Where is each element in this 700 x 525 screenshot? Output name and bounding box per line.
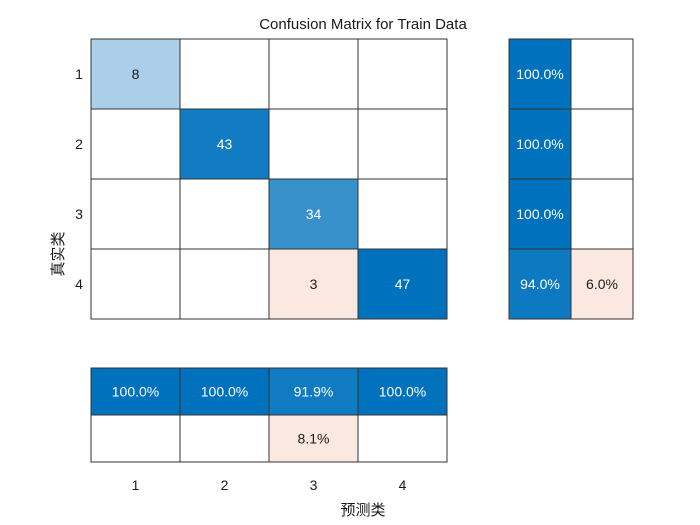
matrix-cell-r4-c2 [179,248,270,320]
chart-title: Confusion Matrix for Train Data [259,16,467,33]
matrix-cell-r2-c1 [90,108,181,180]
matrix-cell-r4-c3-value: 3 [310,276,318,292]
y-tick-label-4: 4 [75,276,83,292]
y-tick-label-2: 2 [75,136,83,152]
row-summary-r4-incorrect [570,248,634,320]
matrix-cell-r1-c1-value: 8 [132,66,140,82]
matrix-cell-r1-c4 [357,38,448,110]
matrix-cell-r2-c4 [357,108,448,180]
x-tick-label-4: 4 [399,477,407,493]
col-summary-c4-correct [357,367,448,416]
col-summary-c4-correct-value: 100.0% [379,384,426,400]
matrix-cell-r2-c2 [179,108,270,180]
row-summary-r4-correct [508,248,572,320]
row-summary-r3-correct [508,178,572,250]
col-summary-c4-incorrect [357,414,448,463]
x-axis-label: 预测类 [340,502,385,519]
col-summary-c2-correct-value: 100.0% [201,384,248,400]
row-summary-r3-incorrect [570,178,634,250]
row-summary-r4-correct-value: 94.0% [520,276,560,292]
x-tick-label-2: 2 [221,477,229,493]
matrix-cell-r3-c4 [357,178,448,250]
matrix-cell-r3-c3 [268,178,359,250]
col-summary-c1-incorrect [90,414,181,463]
matrix-cell-r4-c1 [90,248,181,320]
row-summary-r2-incorrect [570,108,634,180]
col-summary-c2-incorrect [179,414,270,463]
x-tick-label-3: 3 [310,477,318,493]
x-tick-label-1: 1 [132,477,140,493]
matrix-cell-r1-c3 [268,38,359,110]
matrix-cell-r4-c4-value: 47 [395,276,411,292]
matrix-cell-r3-c3-value: 34 [306,206,322,222]
matrix-cell-r1-c1 [90,38,181,110]
matrix-cell-r1-c2 [179,38,270,110]
y-tick-label-3: 3 [75,206,83,222]
y-tick-label-1: 1 [75,66,83,82]
matrix-cell-r2-c2-value: 43 [217,136,233,152]
row-summary-r1-incorrect [570,38,634,110]
y-axis-label: 真实类 [49,231,67,276]
col-summary-c2-correct [179,367,270,416]
matrix-cell-r3-c1 [90,178,181,250]
column-summary-panel: 100.0% 100.0% 91.9% 100.0% 8.1% [90,367,448,463]
matrix-cell-r3-c2 [179,178,270,250]
row-summary-r3-correct-value: 100.0% [516,206,563,222]
row-summary-r2-correct-value: 100.0% [516,136,563,152]
row-summary-r4-incorrect-value: 6.0% [586,276,618,292]
col-summary-c1-correct-value: 100.0% [112,384,159,400]
matrix-cell-r4-c3 [268,248,359,320]
matrix-cell-r2-c3 [268,108,359,180]
confusion-matrix-grid: 8 43 34 3 47 [90,38,448,320]
col-summary-c3-correct-value: 91.9% [294,384,334,400]
col-summary-c3-incorrect-value: 8.1% [298,431,330,447]
row-summary-r1-correct [508,38,572,110]
row-summary-panel: 100.0% 100.0% 100.0% 94.0% 6.0% [508,38,634,320]
matrix-cell-r4-c4 [357,248,448,320]
row-summary-r1-correct-value: 100.0% [516,66,563,82]
